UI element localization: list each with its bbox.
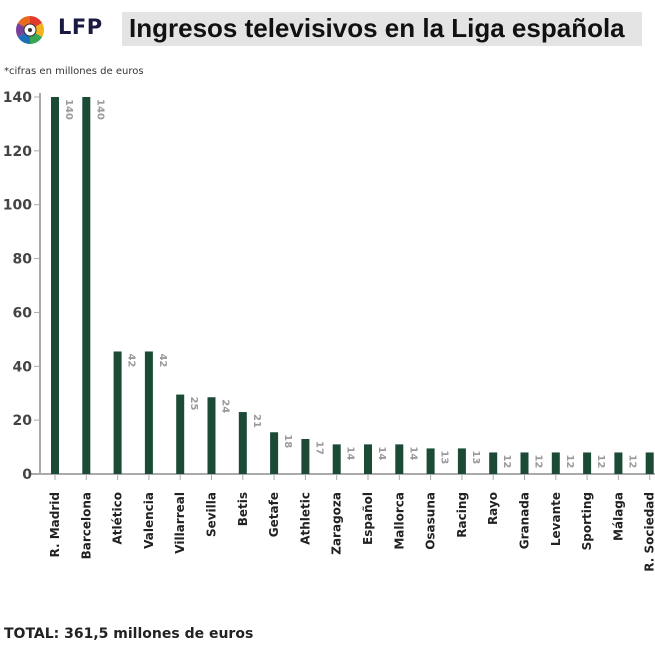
category-label: Zaragoza — [330, 492, 344, 555]
category-label: Atlético — [111, 492, 125, 544]
bar-13 — [457, 448, 466, 474]
bar-12 — [426, 448, 435, 474]
category-label: Sporting — [580, 492, 594, 550]
bar-11 — [395, 444, 404, 474]
bar-18 — [614, 452, 623, 474]
category-label: Sevilla — [205, 492, 219, 537]
bar-14 — [489, 452, 498, 474]
category-label: Villarreal — [173, 492, 187, 554]
chart-subtitle: *cifras en millones de euros — [4, 66, 144, 77]
y-tick-label: 140 — [3, 90, 32, 106]
value-label: 12 — [595, 454, 606, 468]
bar-3 — [144, 351, 153, 474]
bar-chart: 0 20 40 60 80 100 120 140 140 R. Madrid 140 Barcelo… — [3, 90, 655, 572]
title-background — [122, 12, 642, 46]
value-label: 12 — [564, 454, 575, 468]
category-label: Mallorca — [392, 492, 406, 550]
category-label: Osasuna — [424, 492, 438, 550]
bar-17 — [583, 452, 592, 474]
value-label: 18 — [282, 434, 293, 448]
y-tick-label: 40 — [13, 359, 33, 375]
bar-9 — [332, 444, 341, 474]
value-label: 140 — [63, 99, 74, 120]
y-tick-label: 80 — [13, 252, 33, 268]
category-label: Athletic — [298, 492, 312, 545]
value-label: 14 — [376, 446, 387, 460]
chart-title: Ingresos televisivos en la Liga española — [129, 13, 625, 43]
category-label: Valencia — [142, 492, 156, 549]
value-label: 13 — [470, 450, 481, 464]
bar-4 — [176, 394, 185, 474]
y-tick-label: 120 — [3, 144, 32, 160]
value-label: 24 — [220, 399, 231, 413]
value-label: 17 — [313, 441, 324, 455]
category-label: Español — [361, 492, 375, 545]
y-tick-label: 100 — [3, 198, 32, 214]
value-label: 14 — [345, 446, 356, 460]
logo-segment-purple — [16, 23, 30, 37]
logo-text: LFP — [58, 15, 103, 39]
bar-8 — [301, 438, 310, 474]
bar-10 — [364, 444, 372, 474]
value-label: 42 — [126, 353, 137, 367]
bar-6 — [238, 412, 247, 474]
y-tick-label: 20 — [13, 413, 33, 429]
category-label: Betis — [236, 492, 250, 526]
category-label: Levante — [549, 492, 563, 546]
bar-15 — [520, 452, 529, 474]
value-label: 12 — [626, 454, 637, 468]
lfp-logo — [16, 16, 44, 44]
bar-1 — [82, 97, 91, 474]
bar-0 — [51, 97, 59, 474]
logo-segment-yellow — [30, 23, 44, 37]
value-label: 25 — [188, 397, 199, 411]
bar-16 — [551, 452, 560, 474]
y-tick-label: 0 — [22, 467, 32, 483]
bar-5 — [207, 397, 216, 474]
bar-19 — [645, 452, 654, 474]
bar-2 — [113, 351, 122, 474]
total-label: TOTAL: 361,5 millones de euros — [4, 626, 254, 642]
category-label: R. Madrid — [48, 492, 62, 557]
category-label: Barcelona — [79, 492, 93, 559]
bar-7 — [270, 432, 279, 474]
category-label: Rayo — [486, 492, 500, 525]
value-label: 21 — [251, 414, 262, 428]
value-label: 12 — [533, 454, 544, 468]
value-label: 13 — [439, 450, 450, 464]
value-label: 12 — [501, 454, 512, 468]
category-label: Málaga — [611, 492, 625, 541]
category-label: Racing — [455, 492, 469, 538]
category-label: Granada — [518, 492, 532, 549]
category-label: R. Sociedad — [643, 492, 655, 572]
value-label: 14 — [407, 446, 418, 460]
category-label: Getafe — [267, 492, 281, 537]
value-label: 42 — [157, 353, 168, 367]
value-label: 140 — [94, 99, 105, 120]
y-tick-label: 60 — [13, 305, 33, 321]
